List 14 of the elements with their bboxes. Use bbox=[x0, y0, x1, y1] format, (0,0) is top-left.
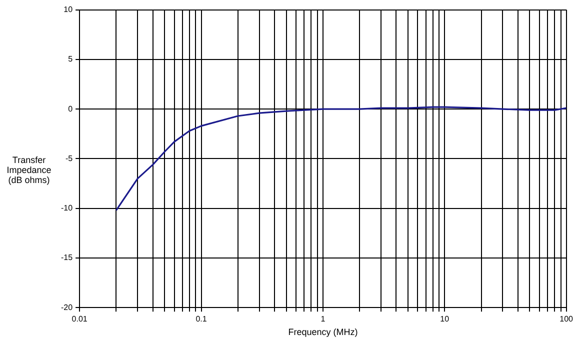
y-tick-label: -15 bbox=[61, 253, 74, 262]
x-tick-label: 0.01 bbox=[72, 314, 88, 324]
y-tick-label: 0 bbox=[68, 104, 74, 114]
y-axis-title: Transfer Impedance (dB ohms) bbox=[6, 155, 52, 185]
y-tick-label: 10 bbox=[64, 5, 74, 14]
y-tick-label: -10 bbox=[61, 204, 74, 213]
y-tick-label: 5 bbox=[68, 54, 74, 64]
x-tick-label: 0.1 bbox=[196, 314, 208, 324]
x-tick-label: 1 bbox=[320, 314, 326, 324]
x-tick-label: 10 bbox=[440, 314, 450, 324]
x-tick-label: 100 bbox=[560, 314, 574, 324]
y-tick-label: -20 bbox=[61, 302, 74, 312]
x-axis-title: Frequency (MHz) bbox=[288, 327, 358, 338]
y-tick-label: -5 bbox=[65, 154, 74, 163]
